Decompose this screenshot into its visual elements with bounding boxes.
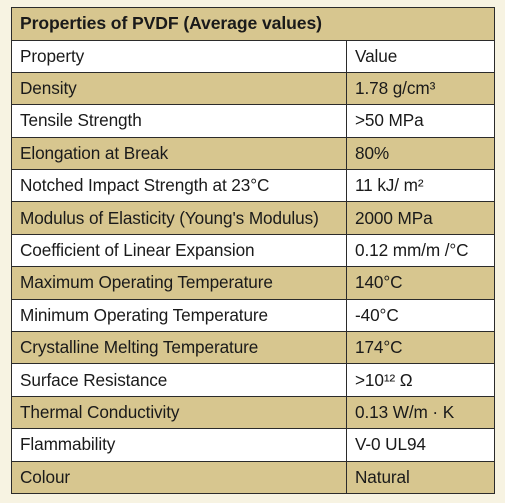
property-cell: Maximum Operating Temperature (11, 266, 347, 300)
table-row: Minimum Operating Temperature -40°C (11, 298, 496, 333)
value-cell: V-0 UL94 (345, 428, 496, 462)
table-row: Surface Resistance >10¹² Ω (11, 363, 496, 397)
property-cell: Notched Impact Strength at 23°C (11, 169, 347, 203)
property-cell: Coefficient of Linear Expansion (11, 233, 347, 268)
value-cell: 80% (345, 136, 496, 171)
table-row: Coefficient of Linear Expansion 0.12 mm/… (11, 233, 496, 268)
value-cell: >10¹² Ω (345, 363, 496, 397)
value-cell: -40°C (345, 298, 496, 333)
property-cell: Modulus of Elasticity (Young's Modulus) (11, 201, 347, 235)
property-cell: Surface Resistance (11, 363, 347, 397)
property-cell: Elongation at Break (11, 136, 347, 171)
value-cell: Natural (345, 460, 496, 494)
property-cell: Colour (11, 460, 347, 494)
table-row: Notched Impact Strength at 23°C 11 kJ/ m… (11, 169, 496, 203)
value-cell: 140°C (345, 266, 496, 300)
property-cell: Tensile Strength (11, 104, 347, 138)
value-cell: >50 MPa (345, 104, 496, 138)
header-property: Property (11, 39, 347, 73)
table-row: Maximum Operating Temperature 140°C (11, 266, 496, 300)
table-row: Tensile Strength >50 MPa (11, 104, 496, 138)
value-cell: 11 kJ/ m² (345, 169, 496, 203)
table-row: Thermal Conductivity 0.13 W/m · K (11, 395, 496, 430)
table-row: Modulus of Elasticity (Young's Modulus) … (11, 201, 496, 235)
table-row: Elongation at Break 80% (11, 136, 496, 171)
property-cell: Thermal Conductivity (11, 395, 347, 430)
header-value: Value (345, 39, 496, 73)
table-row: Crystalline Melting Temperature 174°C (11, 331, 496, 365)
table-row: Density 1.78 g/cm³ (11, 71, 496, 106)
table-row: Colour Natural (11, 460, 496, 494)
value-cell: 1.78 g/cm³ (345, 71, 496, 106)
value-cell: 0.13 W/m · K (345, 395, 496, 430)
table-title: Properties of PVDF (Average values) (10, 7, 496, 41)
property-cell: Density (11, 71, 347, 106)
table-header-row: Property Value (11, 39, 496, 73)
properties-table: Properties of PVDF (Average values) Prop… (10, 7, 496, 494)
property-cell: Minimum Operating Temperature (11, 298, 347, 333)
property-cell: Crystalline Melting Temperature (11, 331, 347, 365)
value-cell: 2000 MPa (345, 201, 496, 235)
value-cell: 0.12 mm/m /°C (345, 233, 496, 268)
property-cell: Flammability (11, 428, 347, 462)
table-row: Flammability V-0 UL94 (11, 428, 496, 462)
value-cell: 174°C (345, 331, 496, 365)
